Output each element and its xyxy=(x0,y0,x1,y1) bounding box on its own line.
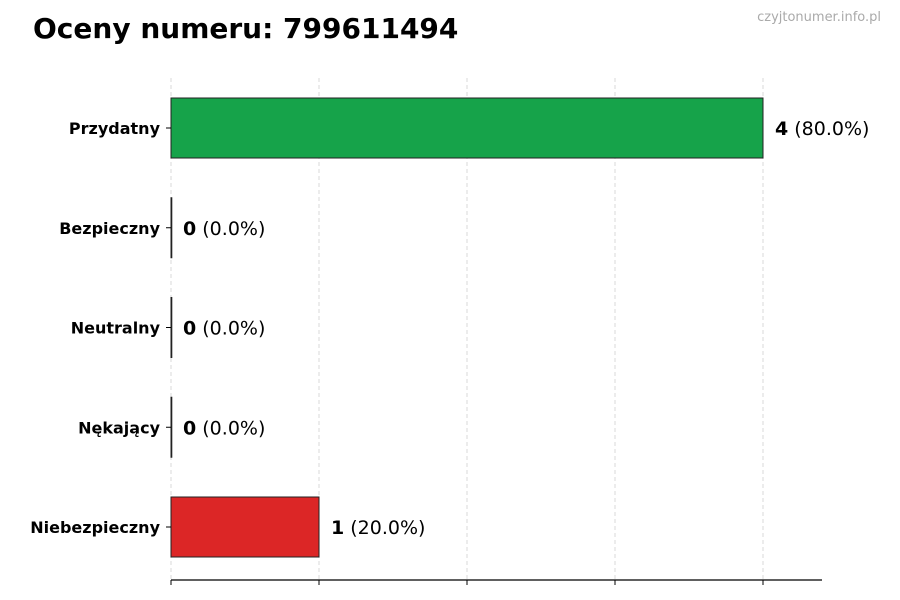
data-label-percent: (0.0%) xyxy=(196,218,265,240)
bar-Przydatny xyxy=(170,97,764,159)
watermark: czyjtonumer.info.pl xyxy=(757,10,881,25)
y-tick-label: Neutralny xyxy=(71,319,161,338)
bar-Neutralny xyxy=(170,297,173,358)
data-label-percent: (0.0%) xyxy=(196,318,265,340)
chart-title: Oceny numeru: 799611494 xyxy=(33,12,459,45)
data-label: 1 (20.0%) xyxy=(331,517,425,539)
data-label-percent: (80.0%) xyxy=(788,118,869,140)
y-tick-label: Przydatny xyxy=(69,119,161,138)
data-label-value: 4 xyxy=(775,118,788,140)
data-label-value: 1 xyxy=(331,517,344,539)
data-label-value: 0 xyxy=(183,218,196,240)
data-label-percent: (20.0%) xyxy=(344,517,425,539)
data-label-percent: (0.0%) xyxy=(196,417,265,439)
bar-Bezpieczny xyxy=(170,197,173,259)
data-label: 0 (0.0%) xyxy=(183,417,265,439)
y-tick-label: Nękający xyxy=(78,418,160,437)
data-label-value: 0 xyxy=(183,417,196,439)
bar-Niebezpieczny xyxy=(170,496,320,558)
data-label: 4 (80.0%) xyxy=(775,118,869,140)
y-tick-label: Bezpieczny xyxy=(59,219,160,238)
data-label: 0 (0.0%) xyxy=(183,218,265,240)
data-label-value: 0 xyxy=(183,318,196,340)
y-tick-label: Niebezpieczny xyxy=(30,518,160,537)
data-label: 0 (0.0%) xyxy=(183,318,265,340)
bar-Nękający xyxy=(170,396,173,458)
